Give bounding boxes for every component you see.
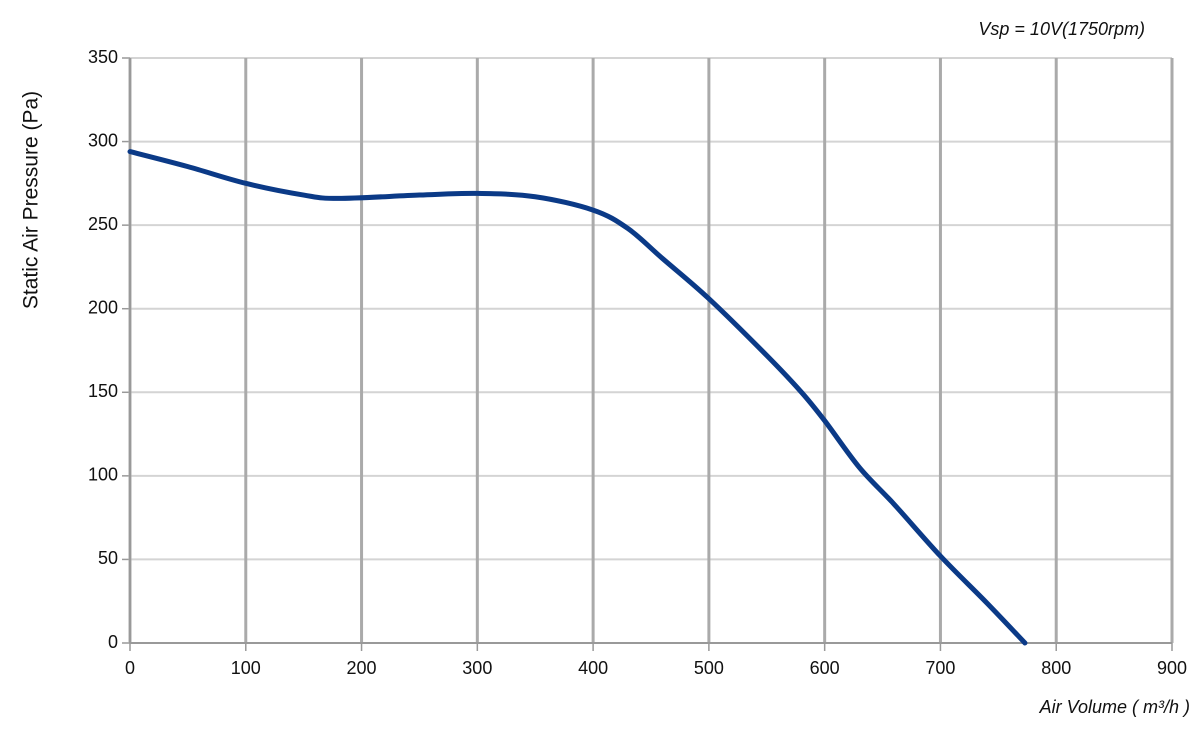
y-tick-label: 50: [98, 548, 118, 568]
y-tick-label: 200: [88, 297, 118, 317]
x-tick-label: 900: [1157, 658, 1187, 678]
x-tick-label: 600: [810, 658, 840, 678]
x-tick-label: 800: [1041, 658, 1071, 678]
x-tick-label: 100: [231, 658, 261, 678]
y-tick-label: 100: [88, 465, 118, 485]
data-line: [127, 149, 1028, 646]
x-tick-label: 300: [462, 658, 492, 678]
y-tick-label: 250: [88, 214, 118, 234]
x-axis-label: Air Volume ( m³/h ): [1039, 697, 1190, 717]
y-tick-label: 0: [108, 632, 118, 652]
y-axis-label: Static Air Pressure (Pa): [20, 91, 43, 309]
x-tick-label: 700: [925, 658, 955, 678]
annotation: Vsp = 10V(1750rpm): [978, 19, 1145, 39]
x-tick-label: 500: [694, 658, 724, 678]
y-tick-label: 150: [88, 381, 118, 401]
x-tick-label: 0: [125, 658, 135, 678]
x-tick-label: 400: [578, 658, 608, 678]
x-tick-label: 200: [347, 658, 377, 678]
y-tick-label: 350: [88, 47, 118, 67]
y-tick-label: 300: [88, 130, 118, 150]
